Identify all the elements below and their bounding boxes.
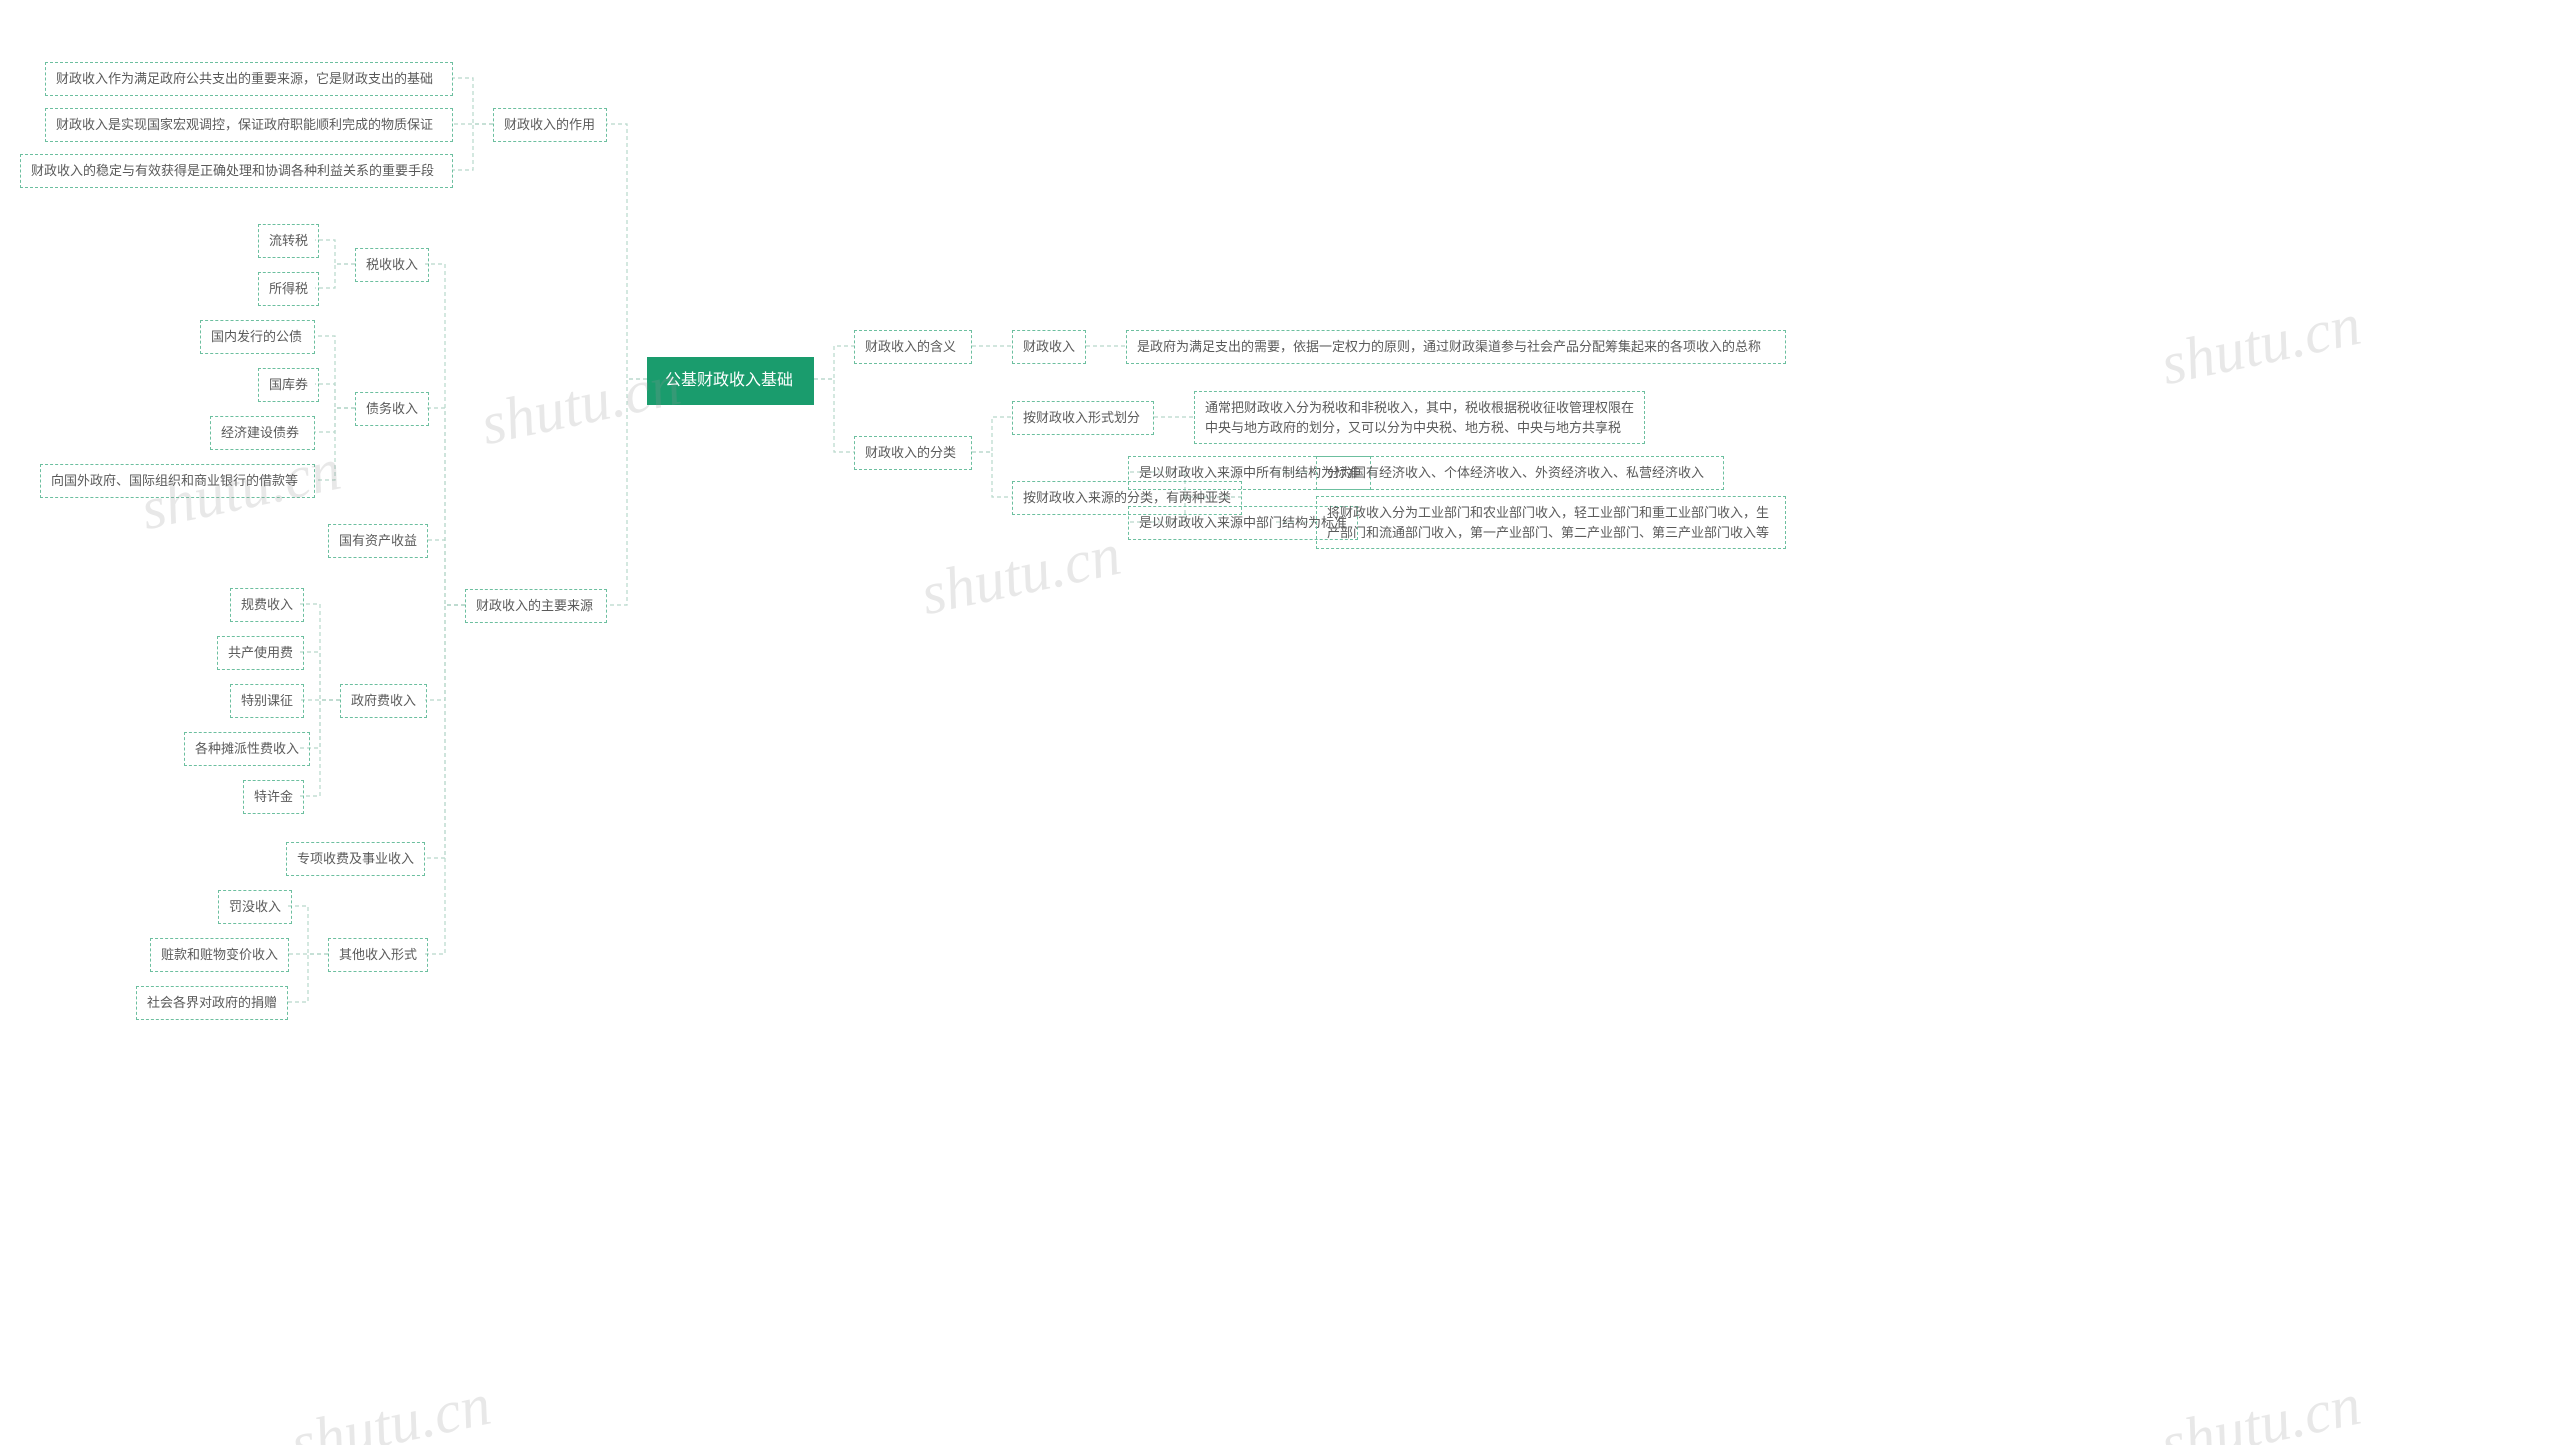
- node-r2[interactable]: 财政收入的分类: [854, 436, 972, 470]
- node-L2c[interactable]: 国有资产收益: [328, 524, 428, 558]
- node-r1[interactable]: 财政收入的含义: [854, 330, 972, 364]
- watermark: shutu.cn: [285, 1370, 497, 1445]
- watermark: shutu.cn: [2155, 1370, 2367, 1445]
- node-L2f[interactable]: 其他收入形式: [328, 938, 428, 972]
- node-L2d3[interactable]: 特别课征: [230, 684, 304, 718]
- node-L2d2[interactable]: 共产使用费: [217, 636, 304, 670]
- node-L2[interactable]: 财政收入的主要来源: [465, 589, 607, 623]
- node-root[interactable]: 公基财政收入基础: [647, 357, 814, 405]
- node-L2a2[interactable]: 所得税: [258, 272, 319, 306]
- watermark: shutu.cn: [2155, 290, 2367, 399]
- node-L1c[interactable]: 财政收入的稳定与有效获得是正确处理和协调各种利益关系的重要手段: [20, 154, 453, 188]
- node-L2a[interactable]: 税收收入: [355, 248, 429, 282]
- node-r1a[interactable]: 财政收入: [1012, 330, 1086, 364]
- node-L1[interactable]: 财政收入的作用: [493, 108, 607, 142]
- node-r2a1[interactable]: 通常把财政收入分为税收和非税收入，其中，税收根据税收征收管理权限在 中央与地方政…: [1194, 391, 1645, 444]
- node-L2b2[interactable]: 国库券: [258, 368, 319, 402]
- node-L2f1[interactable]: 罚没收入: [218, 890, 292, 924]
- node-L2f2[interactable]: 赃款和赃物变价收入: [150, 938, 289, 972]
- node-L2b3[interactable]: 经济建设债券: [210, 416, 315, 450]
- node-L2b1[interactable]: 国内发行的公债: [200, 320, 315, 354]
- node-L2d5[interactable]: 特许金: [243, 780, 304, 814]
- node-L2d4[interactable]: 各种摊派性费收入: [184, 732, 310, 766]
- node-L2e[interactable]: 专项收费及事业收入: [286, 842, 425, 876]
- node-L2d[interactable]: 政府费收入: [340, 684, 427, 718]
- node-L2a1[interactable]: 流转税: [258, 224, 319, 258]
- node-r1b[interactable]: 是政府为满足支出的需要，依据一定权力的原则，通过财政渠道参与社会产品分配筹集起来…: [1126, 330, 1786, 364]
- node-r2a[interactable]: 按财政收入形式划分: [1012, 401, 1154, 435]
- mindmap-canvas: 公基财政收入基础 财政收入的含义 财政收入 是政府为满足支出的需要，依据一定权力的原则…: [0, 0, 2560, 1445]
- node-r2b1a[interactable]: 分为国有经济收入、个体经济收入、外资经济收入、私营经济收入: [1316, 456, 1724, 490]
- node-L2b[interactable]: 债务收入: [355, 392, 429, 426]
- node-r2b2a[interactable]: 将财政收入分为工业部门和农业部门收入，轻工业部门和重工业部门收入，生 产部门和流…: [1316, 496, 1786, 549]
- node-L2f3[interactable]: 社会各界对政府的捐赠: [136, 986, 288, 1020]
- watermark: shutu.cn: [915, 520, 1127, 629]
- node-L1b[interactable]: 财政收入是实现国家宏观调控，保证政府职能顺利完成的物质保证: [45, 108, 453, 142]
- node-L1a[interactable]: 财政收入作为满足政府公共支出的重要来源，它是财政支出的基础: [45, 62, 453, 96]
- connectors-layer: [0, 0, 2560, 1445]
- node-L2d1[interactable]: 规费收入: [230, 588, 304, 622]
- node-L2b4[interactable]: 向国外政府、国际组织和商业银行的借款等: [40, 464, 315, 498]
